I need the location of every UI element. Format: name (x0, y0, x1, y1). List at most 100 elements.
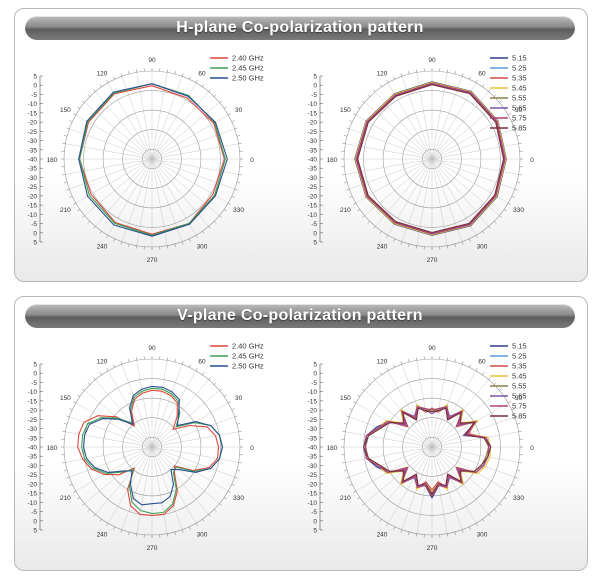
grid-tick (87, 94, 90, 97)
grid-tick (87, 509, 90, 512)
grid-spoke (345, 446, 433, 463)
grid-tick (499, 215, 502, 218)
grid-tick (373, 514, 376, 517)
grid-tick (408, 531, 410, 535)
grid-tick (344, 423, 348, 425)
grid-tick (503, 209, 507, 212)
grid-tick (64, 181, 68, 183)
grid-spoke (65, 446, 153, 463)
grid-spoke (151, 72, 168, 160)
radial-tick-label: -20 (28, 481, 38, 488)
radial-tick-label: -30 (308, 463, 318, 470)
radial-tick-label: -35 (308, 454, 318, 461)
grid-tick (353, 490, 356, 493)
grid-tick (87, 382, 90, 385)
angle-tick-label: 150 (60, 395, 71, 402)
grid-tick (219, 503, 222, 506)
grid-spoke (431, 158, 515, 190)
grid-spoke (345, 431, 433, 448)
radial-tick-label: -10 (308, 389, 318, 396)
radial-tick-label: -20 (308, 481, 318, 488)
legend-label: 5.75 (512, 114, 527, 123)
grid-spoke (431, 431, 519, 448)
radial-tick-label: -20 (28, 193, 38, 200)
grid-tick (77, 497, 81, 500)
radial-tick-label: -15 (308, 110, 318, 117)
angle-tick-label: 330 (233, 207, 244, 214)
grid-spoke (69, 128, 153, 160)
h-plane-5g-polar-chart: 0 30 60 90 120 150 180 210 240 270 300 330 5 0 -5 -10 -1… (308, 54, 535, 265)
legend-label: 2.50 GHz (232, 362, 264, 371)
grid-spoke (65, 431, 153, 448)
grid-tick (135, 357, 137, 361)
grid-tick (508, 202, 511, 205)
radial-tick-label: -30 (28, 138, 38, 145)
polar-series (78, 83, 228, 237)
radial-tick-label: -25 (308, 472, 318, 479)
angle-tick-label: 210 (340, 207, 351, 214)
grid-spoke (431, 446, 515, 478)
grid-tick (195, 80, 198, 83)
grid-tick (202, 518, 205, 522)
angle-tick-label: 30 (515, 107, 523, 114)
radial-tick-label: 5 (33, 528, 37, 535)
grid-tick (461, 73, 464, 77)
grid-tick (106, 235, 109, 238)
grid-tick (503, 497, 507, 500)
radial-tick-label: -40 (308, 157, 318, 164)
grid-tick (120, 529, 123, 533)
grid-tick (461, 529, 464, 533)
chart-legend: 5.155.255.355.455.555.655.755.85 (490, 342, 527, 421)
radial-tick-label: -5 (311, 92, 317, 99)
grid-spoke (416, 360, 433, 448)
grid-tick (518, 174, 522, 176)
grid-tick (236, 423, 240, 425)
radial-tick-label: 5 (313, 362, 317, 369)
legend-label: 5.85 (512, 124, 527, 133)
radial-scale-axis: 5 0 -5 -10 -15 -20 -25 -30 -35 -40 -35 -30 -25 -20 -15… (308, 362, 323, 535)
grid-spoke (151, 91, 209, 160)
grid-tick (346, 476, 350, 479)
grid-tick (353, 401, 356, 404)
grid-tick (516, 135, 520, 137)
radial-tick-label: -10 (308, 212, 318, 219)
series-line-5-75 (364, 406, 490, 497)
grid-spoke (151, 158, 235, 190)
grid-tick (346, 127, 350, 130)
grid-tick (447, 533, 449, 537)
grid-tick (223, 209, 227, 212)
grid-tick (231, 408, 235, 411)
angle-tick-label: 90 (148, 57, 156, 64)
angle-tick-label: 0 (250, 445, 254, 452)
grid-tick (415, 69, 417, 73)
grid-tick (344, 469, 348, 471)
radial-scale-axis: 5 0 -5 -10 -15 -20 -25 -30 -35 -40 -35 -30 -25 -20 -15… (308, 74, 323, 247)
grid-tick (461, 241, 464, 245)
radial-tick-label: 0 (33, 518, 37, 525)
grid-tick (174, 359, 176, 363)
radial-tick-label: -10 (308, 500, 318, 507)
angle-tick-label: 330 (513, 495, 524, 502)
series-line-5-85 (357, 84, 505, 234)
angle-tick-label: 210 (60, 207, 71, 214)
grid-spoke (431, 143, 519, 160)
legend-label: 2.45 GHz (232, 352, 264, 361)
angle-tick-label: 300 (197, 244, 208, 251)
angle-tick-label: 270 (427, 545, 438, 552)
grid-spoke (151, 390, 220, 448)
grid-tick (408, 243, 410, 247)
radial-tick-label: 0 (313, 83, 317, 90)
grid-tick (468, 526, 471, 530)
grid-tick (231, 483, 235, 486)
grid-tick (62, 174, 66, 176)
grid-tick (236, 181, 240, 183)
grid-tick (82, 100, 85, 103)
grid-tick (488, 89, 491, 92)
grid-tick (516, 469, 520, 471)
grid-spoke (431, 446, 477, 524)
grid-tick (508, 113, 511, 116)
grid-tick (174, 71, 176, 75)
radial-tick-label: -5 (31, 92, 37, 99)
series-line-2-50-GHz (78, 83, 228, 237)
angle-tick-label: 210 (340, 495, 351, 502)
